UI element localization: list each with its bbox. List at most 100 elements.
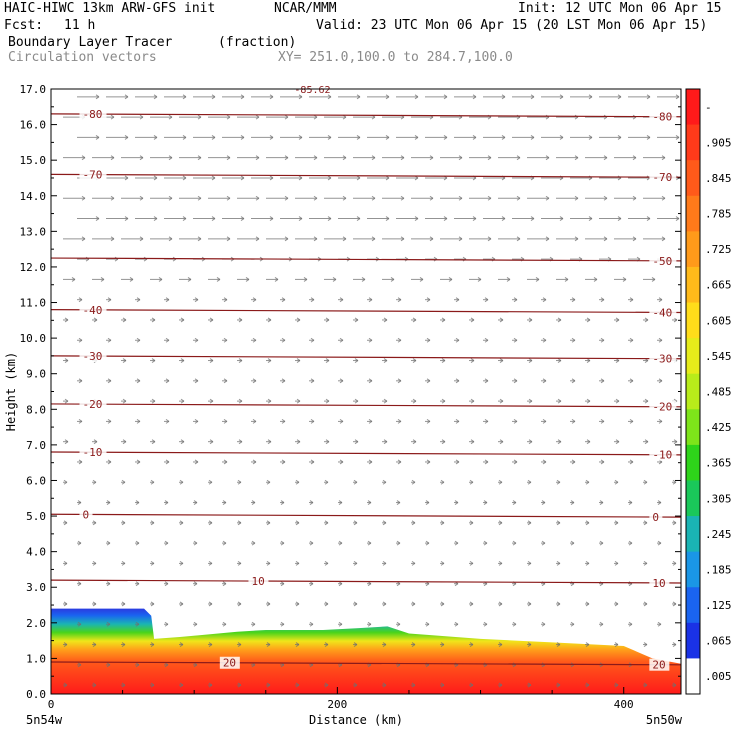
colorbar-swatch bbox=[686, 409, 700, 446]
circulation-vector bbox=[643, 479, 648, 485]
circulation-vector bbox=[179, 520, 184, 526]
circulation-vector bbox=[338, 337, 344, 343]
circulation-vector bbox=[440, 236, 463, 242]
colorbar-swatch bbox=[686, 658, 700, 695]
circulation-vector bbox=[77, 500, 82, 505]
circulation-vector bbox=[599, 378, 605, 384]
circulation-vector bbox=[527, 560, 532, 566]
circulation-vector bbox=[266, 682, 271, 688]
circulation-vector bbox=[454, 337, 460, 343]
circulation-vector bbox=[295, 195, 318, 201]
circulation-vector bbox=[135, 297, 141, 303]
circulation-vector bbox=[425, 297, 431, 303]
isotherm-label: -30 bbox=[83, 350, 103, 363]
circulation-vector bbox=[237, 601, 242, 607]
circulation-vector bbox=[643, 317, 649, 323]
circulation-vector bbox=[77, 337, 83, 343]
circulation-vector bbox=[222, 418, 228, 424]
circulation-vector bbox=[614, 682, 619, 688]
circulation-vector bbox=[483, 216, 506, 221]
circulation-vector bbox=[411, 358, 417, 363]
circulation-vector bbox=[498, 236, 521, 242]
circulation-vector bbox=[657, 134, 680, 140]
circulation-vector bbox=[498, 398, 504, 404]
circulation-vector bbox=[179, 439, 185, 445]
circulation-vector bbox=[135, 418, 141, 424]
circulation-vector bbox=[150, 439, 156, 445]
circulation-vector bbox=[512, 337, 518, 343]
circulation-vector bbox=[657, 337, 663, 343]
isotherm-line bbox=[50, 309, 682, 314]
circulation-vector bbox=[512, 418, 518, 424]
circulation-vector bbox=[164, 500, 169, 505]
isotherm-line bbox=[50, 403, 682, 408]
circulation-vector bbox=[585, 642, 590, 647]
circulation-vector bbox=[585, 398, 591, 404]
circulation-vector bbox=[179, 195, 202, 201]
circulation-vector bbox=[396, 540, 401, 546]
circulation-vector bbox=[585, 601, 590, 607]
circulation-vector bbox=[338, 94, 361, 100]
circulation-vector bbox=[237, 682, 242, 688]
circulation-vector bbox=[92, 439, 98, 445]
circulation-vector bbox=[338, 418, 344, 424]
circulation-vector bbox=[164, 418, 170, 424]
circulation-vector bbox=[222, 500, 227, 505]
colorbar-frame bbox=[685, 88, 701, 695]
circulation-vector bbox=[106, 175, 129, 181]
y-tick-label: 12.0 bbox=[20, 261, 47, 274]
circulation-vector bbox=[63, 236, 86, 242]
y-tick-label: 5.0 bbox=[26, 510, 46, 523]
circulation-vector bbox=[266, 317, 272, 323]
circulation-vector bbox=[570, 297, 576, 303]
circulation-vector bbox=[179, 317, 185, 323]
colorbar-label: .845 bbox=[705, 172, 732, 185]
circulation-vector bbox=[614, 317, 620, 323]
circulation-vector bbox=[121, 276, 134, 282]
circulation-vector bbox=[425, 621, 430, 627]
circulation-vector bbox=[193, 175, 216, 181]
circulation-vector bbox=[643, 276, 656, 282]
circulation-vector bbox=[295, 682, 300, 688]
circulation-vector bbox=[614, 236, 637, 242]
circulation-vector bbox=[251, 175, 274, 181]
colorbar-label: .425 bbox=[705, 421, 732, 434]
circulation-vector bbox=[77, 297, 83, 303]
circulation-vector bbox=[150, 236, 173, 242]
circulation-vector bbox=[440, 276, 453, 282]
circulation-vector bbox=[106, 378, 112, 384]
circulation-vector bbox=[454, 94, 477, 100]
circulation-vector bbox=[266, 398, 272, 404]
circulation-vector bbox=[585, 155, 608, 161]
circulation-vector bbox=[440, 398, 446, 404]
circulation-vector bbox=[483, 459, 489, 465]
circulation-vector bbox=[179, 358, 185, 363]
circulation-vector bbox=[92, 276, 105, 282]
circulation-vector bbox=[585, 236, 608, 242]
circulation-vector bbox=[208, 601, 213, 607]
circulation-vector bbox=[382, 520, 387, 526]
isotherm-line bbox=[50, 579, 682, 584]
circulation-vector bbox=[570, 216, 593, 221]
circulation-vector bbox=[121, 398, 127, 404]
circulation-vector bbox=[512, 500, 517, 505]
colorbar-swatch bbox=[686, 266, 700, 304]
circulation-vector bbox=[367, 175, 390, 181]
circulation-vector bbox=[672, 682, 677, 688]
circulation-vector bbox=[425, 337, 431, 343]
x-tick-label: 200 bbox=[327, 698, 347, 711]
circulation-vector bbox=[570, 621, 575, 627]
circulation-vector bbox=[382, 155, 405, 161]
colorbar-swatch bbox=[686, 302, 700, 339]
circulation-vector bbox=[309, 500, 314, 505]
circulation-vector bbox=[280, 459, 286, 465]
circulation-vector bbox=[353, 317, 359, 323]
circulation-vector bbox=[382, 479, 387, 485]
colorbar-label: .725 bbox=[705, 243, 732, 256]
circulation-vector bbox=[150, 114, 173, 120]
isotherm-label: 0 bbox=[83, 508, 90, 521]
circulation-vector bbox=[77, 459, 83, 465]
circulation-vector bbox=[309, 94, 332, 100]
circulation-vector bbox=[193, 297, 199, 303]
circulation-vector bbox=[657, 216, 680, 221]
